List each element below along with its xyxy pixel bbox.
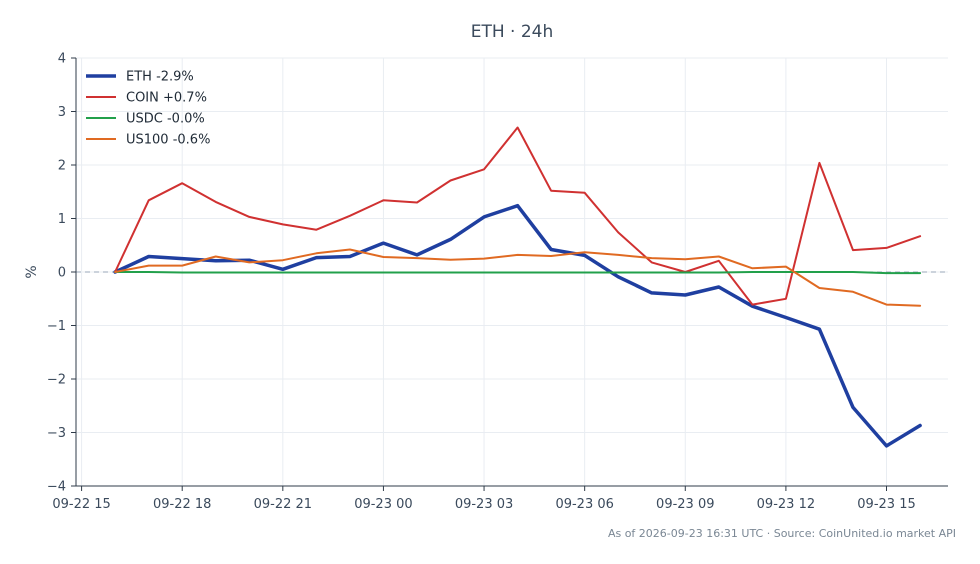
series-line-1 — [114, 126, 922, 306]
x-tick-label: 09-22 21 — [254, 497, 312, 512]
x-tick-label: 09-22 15 — [52, 497, 110, 512]
y-tick-label: −1 — [47, 319, 66, 334]
series-line-3 — [114, 248, 922, 307]
series-line-0 — [113, 203, 922, 448]
x-tick-label: 09-23 09 — [656, 497, 714, 512]
legend-entry-3: US100 -0.6% — [126, 133, 210, 148]
y-tick-label: 4 — [58, 52, 66, 67]
y-tick-label: 0 — [58, 266, 66, 281]
footer-source: As of 2026-09-23 16:31 UTC · Source: Coi… — [608, 527, 956, 540]
x-tick-label: 09-23 06 — [555, 497, 613, 512]
legend-entry-2: USDC -0.0% — [126, 112, 205, 127]
legend-entry-1: COIN +0.7% — [126, 91, 207, 106]
y-tick-label: 1 — [58, 212, 66, 227]
chart-title: ETH · 24h — [471, 22, 554, 42]
y-tick-label: 3 — [58, 105, 66, 120]
y-tick-label: 2 — [58, 159, 66, 174]
x-axis-ticks: 09-22 15 09-22 18 09-22 21 09-23 00 09-23 03… — [52, 486, 916, 512]
x-tick-label: 09-23 12 — [757, 497, 815, 512]
x-tick-label: 09-23 03 — [455, 497, 513, 512]
y-tick-label: −4 — [47, 480, 66, 495]
x-tick-label: 09-23 00 — [354, 497, 412, 512]
series-line-2 — [114, 271, 922, 275]
legend-entry-0: ETH -2.9% — [126, 70, 194, 85]
series-lines — [113, 126, 922, 448]
y-tick-label: −3 — [47, 426, 66, 441]
x-tick-label: 09-22 18 — [153, 497, 211, 512]
legend: ETH -2.9% COIN +0.7% USDC -0.0% US100 -0.6% — [86, 70, 210, 148]
x-tick-label: 09-23 15 — [857, 497, 915, 512]
y-tick-label: −2 — [47, 373, 66, 388]
y-axis-ticks: 4 3 2 1 0 −1 −2 −3 −4 — [47, 52, 76, 495]
y-axis-label: % — [24, 265, 40, 278]
